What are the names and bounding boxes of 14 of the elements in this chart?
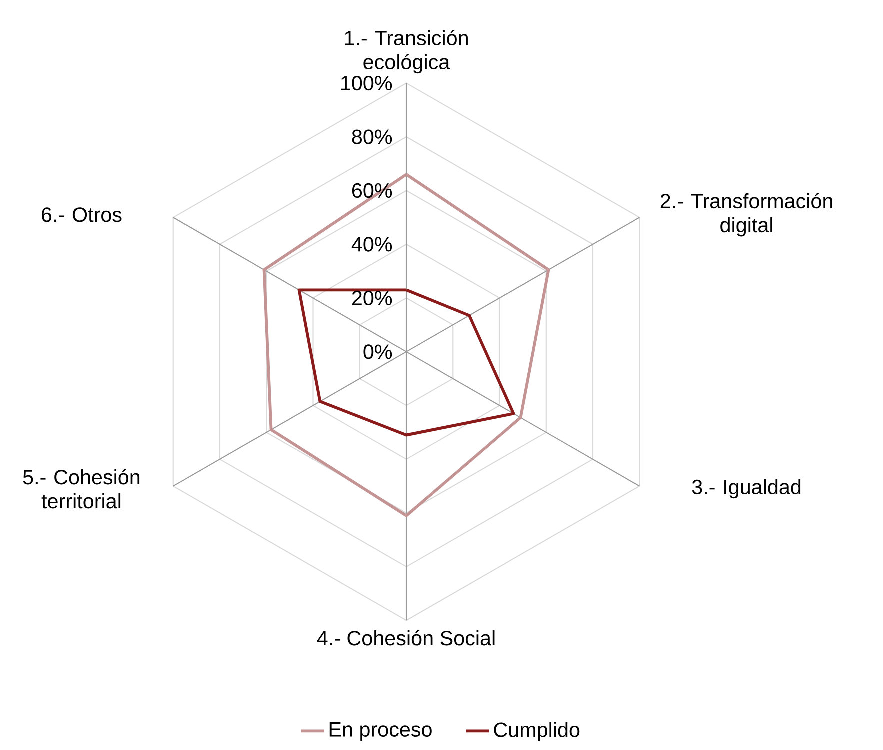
spoke-label: 4.- Cohesión Social: [317, 630, 495, 646]
spoke-label: 5.- Cohesión territorial: [23, 469, 140, 509]
y-tick-label: 60%: [352, 184, 392, 198]
spoke-label: 6.- Otros: [42, 208, 122, 222]
legend-label: En proceso: [330, 722, 432, 742]
y-tick-label: 80%: [352, 130, 392, 145]
y-tick-label: 0%: [364, 344, 392, 360]
y-tick-label: 40%: [352, 237, 392, 252]
spoke-label: 1.- Transición ecológica: [345, 30, 468, 74]
spoke-label: 2.- Transformación digital: [660, 193, 832, 237]
legend-label: Cumplido: [494, 722, 580, 742]
y-tick-label: 100%: [341, 76, 392, 91]
spoke-label: 3.- Igualdad: [692, 480, 801, 499]
y-tick-label: 20%: [352, 291, 392, 306]
